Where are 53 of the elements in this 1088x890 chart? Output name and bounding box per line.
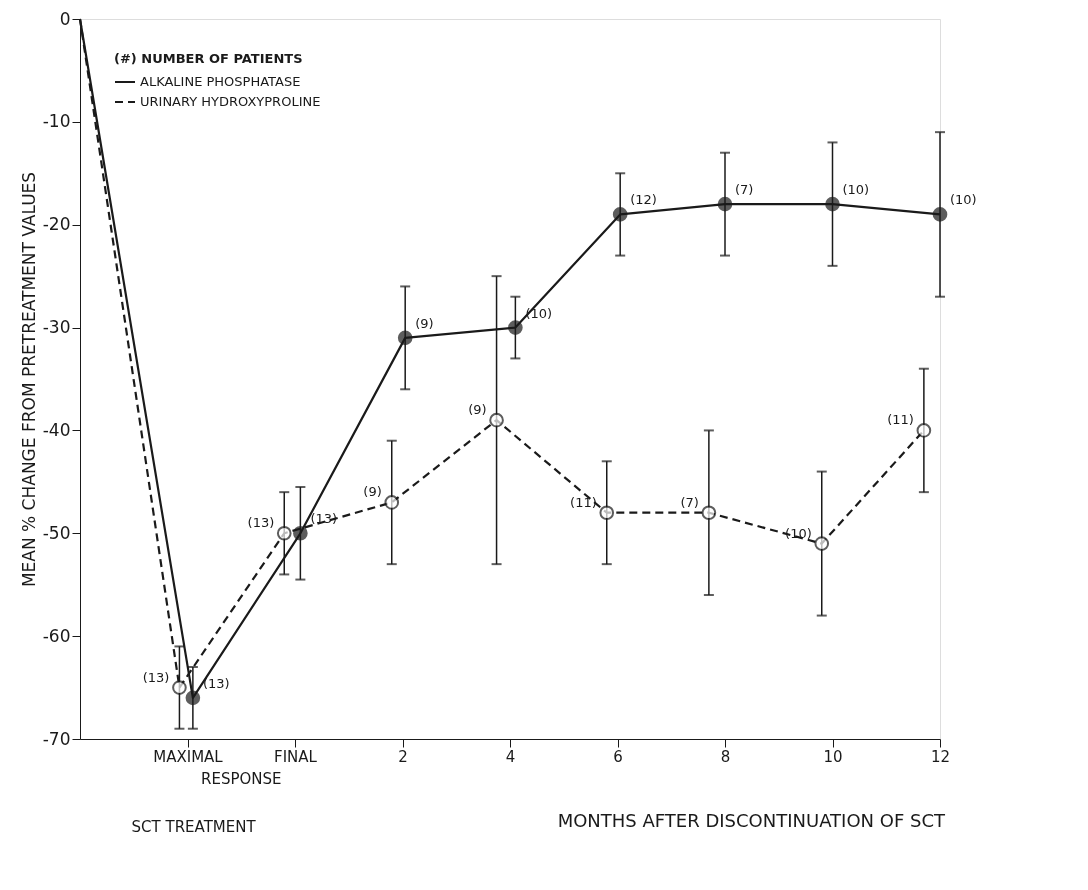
text: SCT TREATMENT bbox=[131, 818, 257, 836]
point bbox=[814, 536, 830, 551]
annotation: (10) bbox=[842, 182, 870, 198]
point bbox=[717, 196, 733, 212]
point bbox=[932, 207, 948, 222]
x-tick-label: MAXIMAL bbox=[153, 747, 224, 766]
x-tick-label: 2 bbox=[398, 747, 408, 766]
x-tick-label: 4 bbox=[505, 747, 516, 766]
text: RESPONSE bbox=[201, 770, 282, 788]
y-tick-label: -40 bbox=[42, 419, 71, 440]
x-tick-label: 8 bbox=[720, 747, 731, 766]
y-tick-label: -30 bbox=[42, 317, 71, 338]
annotation: (11) bbox=[570, 494, 597, 510]
point bbox=[172, 680, 187, 695]
y-tick-label: -70 bbox=[42, 728, 71, 749]
point bbox=[293, 525, 308, 541]
legend-label: ALKALINE PHOSPHATASE bbox=[140, 74, 301, 89]
point bbox=[825, 196, 840, 212]
annotation: (9) bbox=[468, 402, 487, 418]
x-tick-label: FINAL bbox=[274, 747, 318, 766]
y-tick-label: 0 bbox=[59, 8, 71, 29]
point bbox=[185, 690, 201, 706]
annotation: (13) bbox=[202, 675, 230, 691]
point bbox=[701, 505, 717, 521]
x-axis-title: MONTHS AFTER DISCONTINUATION OF SCT bbox=[557, 809, 946, 831]
annotation: (9) bbox=[415, 315, 434, 331]
point bbox=[384, 495, 400, 510]
annotation: (13) bbox=[142, 669, 170, 685]
annotation: (7) bbox=[735, 182, 754, 198]
x-tick-label: 10 bbox=[823, 747, 843, 766]
annotation: (11) bbox=[887, 412, 914, 428]
x-tick-label: 6 bbox=[613, 747, 623, 766]
x-tick-label: 12 bbox=[930, 747, 951, 766]
annotation: (12) bbox=[630, 192, 657, 208]
legend-label: URINARY HYDROXYPROLINE bbox=[140, 94, 321, 109]
y-tick-label: -60 bbox=[42, 625, 71, 646]
point bbox=[916, 423, 932, 438]
point bbox=[508, 320, 523, 335]
y-tick-label: -20 bbox=[42, 214, 71, 235]
annotation: (7) bbox=[680, 494, 699, 510]
point bbox=[599, 505, 615, 521]
annotation: (10) bbox=[785, 525, 812, 541]
annotation: (13) bbox=[247, 515, 275, 531]
y-axis-title: MEAN % CHANGE FROM PRETREATMENT VALUES bbox=[18, 171, 39, 588]
point bbox=[489, 412, 504, 428]
legend-title: (#) NUMBER OF PATIENTS bbox=[114, 51, 303, 66]
point bbox=[612, 207, 628, 222]
point bbox=[276, 525, 292, 541]
annotation: (9) bbox=[363, 484, 382, 500]
y-tick-label: -50 bbox=[42, 522, 71, 543]
annotation: (10) bbox=[950, 192, 977, 208]
point bbox=[397, 330, 413, 346]
y-tick-label: -10 bbox=[42, 111, 71, 132]
